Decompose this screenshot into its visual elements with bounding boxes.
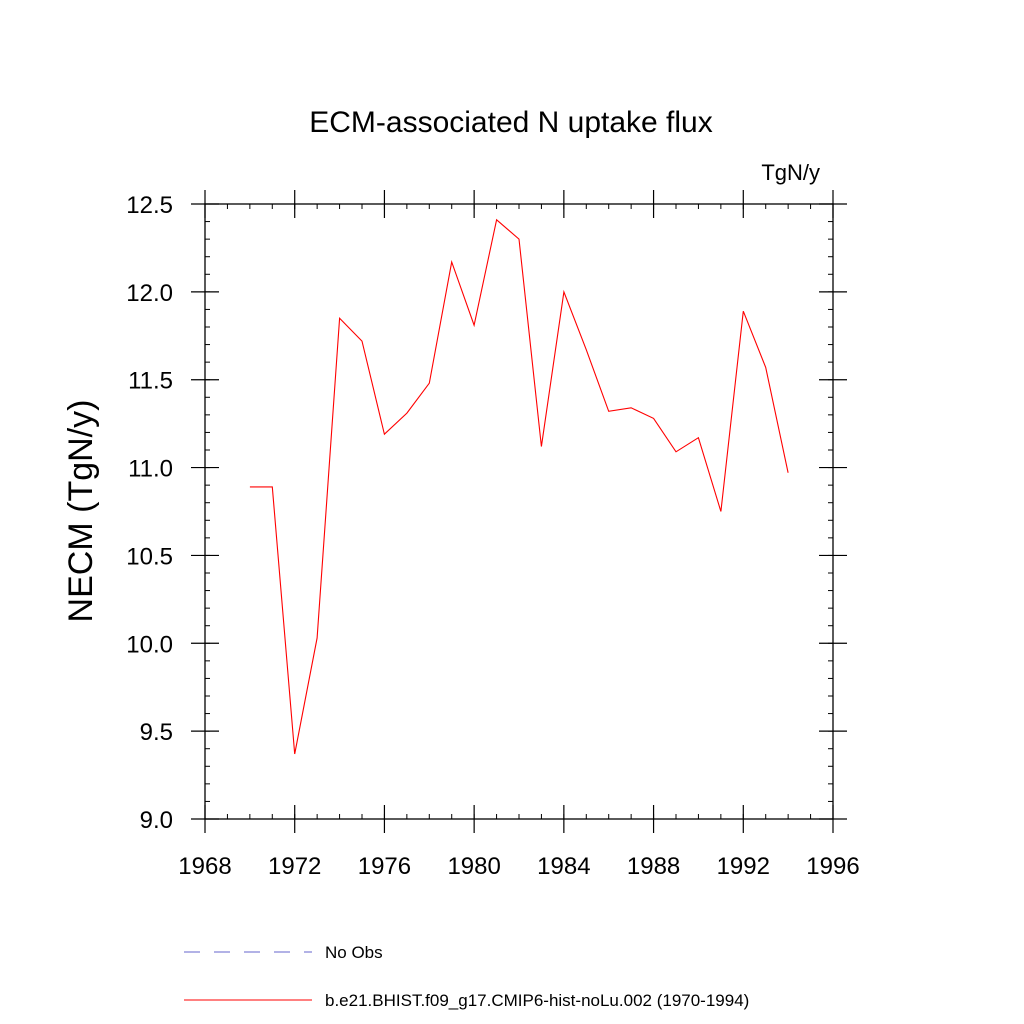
x-tick-label: 1988 — [627, 853, 680, 880]
y-tick-label: 11.0 — [128, 456, 173, 483]
series-group — [249, 218, 789, 755]
major-ticks — [191, 190, 847, 833]
legend-label: b.e21.BHIST.f09_g17.CMIP6-hist-noLu.002 … — [325, 991, 749, 1010]
x-tick-label: 1984 — [537, 853, 590, 880]
chart-title: ECM-associated N uptake flux — [309, 106, 713, 139]
y-tick-label: 12.5 — [126, 192, 173, 219]
x-tick-label: 1996 — [806, 853, 859, 880]
x-tick-label: 1992 — [717, 853, 770, 880]
x-tick-label: 1972 — [268, 853, 321, 880]
units-label: TgN/y — [761, 160, 820, 185]
x-tick-label: 1980 — [447, 853, 500, 880]
legend: No Obs b.e21.BHIST.f09_g17.CMIP6-hist-noL… — [184, 943, 749, 1010]
minor-ticks — [204, 203, 834, 820]
x-tick-label: 1968 — [178, 853, 231, 880]
plot-frame — [204, 203, 834, 820]
tick-labels: 1968 1972 1976 1980 1984 1988 1992 1996 9.0 9.5 10… — [126, 192, 859, 880]
y-axis-label: NECM (TgN/y) — [62, 400, 100, 623]
y-tick-label: 10.5 — [126, 543, 173, 570]
y-tick-label: 9.0 — [140, 807, 173, 834]
y-tick-label: 9.5 — [140, 719, 173, 746]
legend-label: No Obs — [325, 943, 383, 962]
x-tick-label: 1976 — [358, 853, 411, 880]
y-tick-label: 11.5 — [128, 368, 173, 395]
series-line — [249, 218, 789, 755]
y-tick-label: 10.0 — [126, 631, 173, 658]
y-tick-label: 12.0 — [126, 280, 173, 307]
